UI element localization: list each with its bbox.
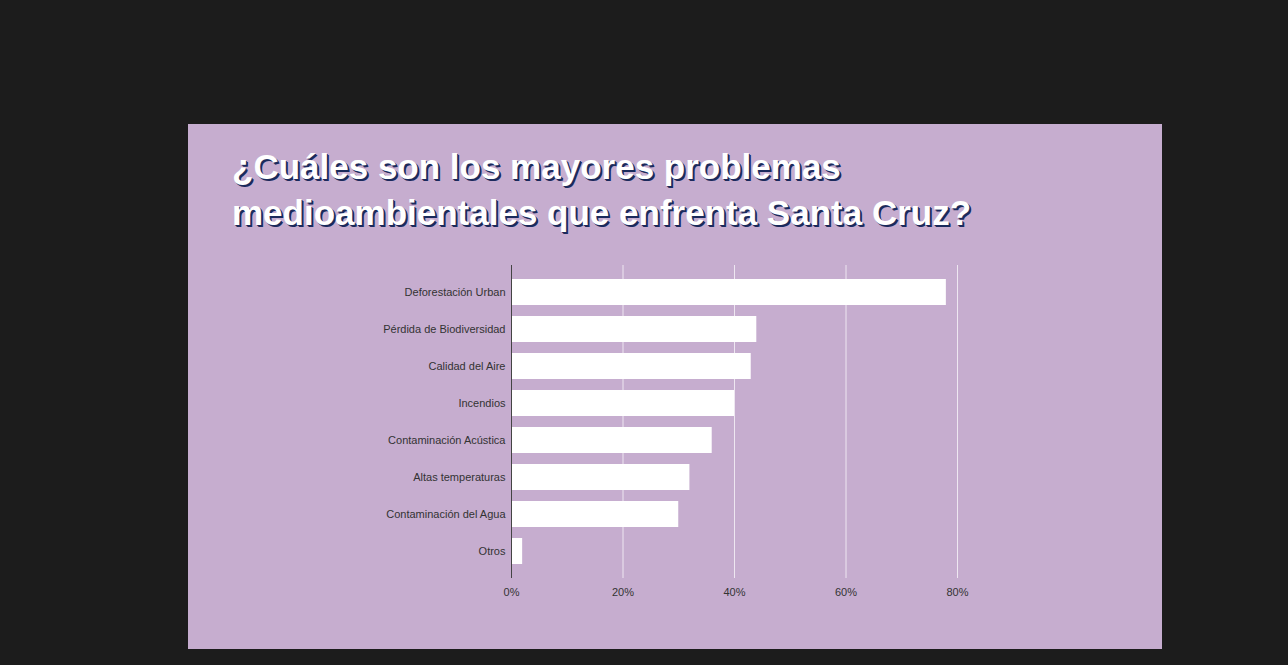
svg-text:Deforestación Urban: Deforestación Urban	[405, 286, 506, 298]
svg-text:Calidad del Aire: Calidad del Aire	[428, 360, 505, 372]
svg-text:80%: 80%	[946, 586, 968, 598]
svg-text:60%: 60%	[835, 586, 857, 598]
html-text:¿Cuáles son los mayores proble: ¿Cuáles son los mayores problemas medioa…	[232, 147, 972, 232]
svg-text:40%: 40%	[723, 586, 745, 598]
svg-text:Otros: Otros	[479, 545, 506, 557]
svg-text:Pérdida de Biodiversidad: Pérdida de Biodiversidad	[383, 323, 505, 335]
svg-text:20%: 20%	[612, 586, 634, 598]
svg-text:Altas temperaturas: Altas temperaturas	[413, 471, 506, 483]
svg-text:Incendios: Incendios	[458, 397, 506, 409]
svg-text:0%: 0%	[504, 586, 520, 598]
svg-text:Contaminación Acústica: Contaminación Acústica	[388, 434, 506, 446]
svg-text:Contaminación del Agua: Contaminación del Agua	[386, 508, 506, 520]
